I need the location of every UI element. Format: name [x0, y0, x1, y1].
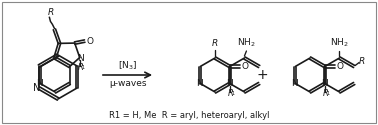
Text: O: O: [336, 62, 343, 71]
Text: N: N: [36, 78, 43, 88]
Text: $_1$: $_1$: [326, 89, 331, 98]
Text: R: R: [212, 39, 218, 48]
Text: NH$_2$: NH$_2$: [330, 36, 349, 49]
Text: R: R: [228, 89, 234, 98]
Text: R: R: [323, 89, 328, 98]
Text: NH$_2$: NH$_2$: [237, 36, 256, 49]
Text: N: N: [196, 78, 203, 88]
Text: $_1$: $_1$: [81, 63, 86, 72]
Text: N: N: [33, 83, 40, 93]
Text: O: O: [86, 37, 93, 46]
Text: N: N: [321, 79, 328, 88]
Text: R1 = H, Me  R = aryl, heteroaryl, alkyl: R1 = H, Me R = aryl, heteroaryl, alkyl: [109, 110, 269, 120]
Text: R: R: [359, 57, 365, 66]
Text: $_1$: $_1$: [231, 89, 236, 98]
Text: N: N: [226, 79, 233, 88]
Text: N: N: [291, 78, 297, 88]
Text: N: N: [77, 54, 84, 63]
Text: [N$_3$]: [N$_3$]: [118, 60, 137, 72]
Text: O: O: [241, 62, 248, 71]
Text: μ-waves: μ-waves: [109, 80, 146, 88]
Text: +: +: [256, 68, 268, 82]
Text: R: R: [47, 8, 54, 17]
Text: R: R: [78, 63, 84, 72]
